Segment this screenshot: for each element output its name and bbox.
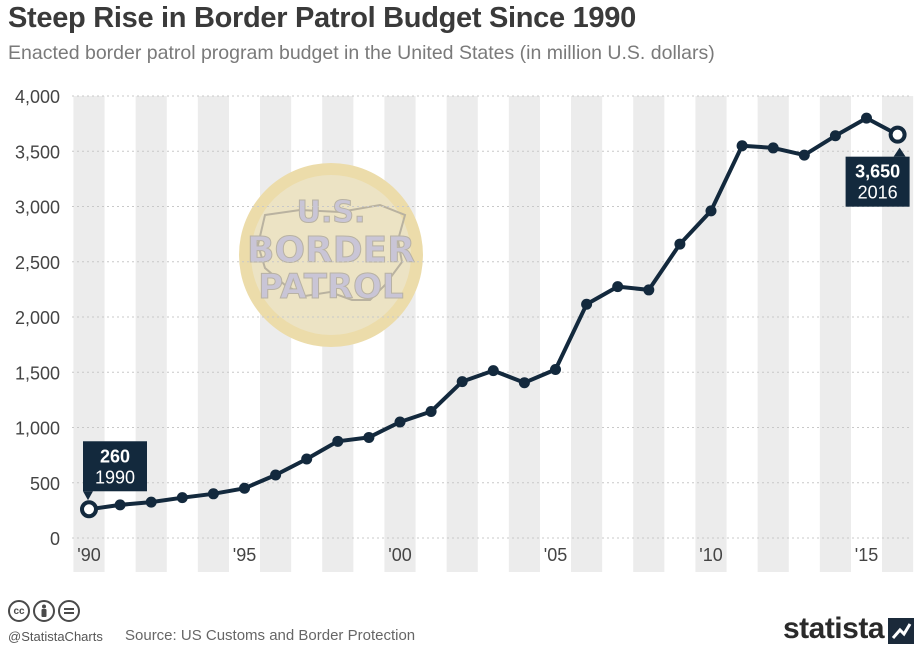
y-tick-label: 3,000 bbox=[15, 198, 60, 218]
y-tick-label: 500 bbox=[30, 474, 60, 494]
y-tick-label: 4,000 bbox=[15, 87, 60, 107]
data-point bbox=[301, 453, 312, 464]
social-handle: @StatistaCharts bbox=[8, 629, 103, 644]
y-tick-label: 1,000 bbox=[15, 419, 60, 439]
year-bands bbox=[73, 96, 913, 572]
data-point bbox=[115, 499, 126, 510]
logo-text-line-2: BORDER bbox=[247, 230, 415, 271]
source-note: Source: US Customs and Border Protection bbox=[125, 627, 415, 644]
data-point bbox=[799, 150, 810, 161]
data-point bbox=[208, 488, 219, 499]
line-chart: U.S. BORDER PATROL 0 500 1,000 1,500 2,000 2,… bbox=[0, 0, 920, 600]
border-patrol-logo: U.S. BORDER PATROL bbox=[239, 163, 423, 347]
y-tick-label: 0 bbox=[50, 529, 60, 549]
y-axis-ticks: 0 500 1,000 1,500 2,000 2,500 3,000 3,500 4,000 bbox=[15, 87, 60, 549]
data-point bbox=[426, 406, 437, 417]
y-tick-label: 3,500 bbox=[15, 142, 60, 162]
year-band bbox=[198, 96, 229, 572]
data-point bbox=[332, 436, 343, 447]
year-band bbox=[571, 96, 602, 572]
data-point bbox=[457, 376, 468, 387]
data-point bbox=[612, 281, 623, 292]
data-point bbox=[395, 416, 406, 427]
callout-year-label: 1990 bbox=[95, 467, 135, 487]
statista-brand: statista bbox=[783, 612, 884, 646]
data-point bbox=[82, 502, 96, 516]
x-tick-label: '90 bbox=[77, 545, 100, 565]
logo-text-line-1: U.S. bbox=[297, 195, 366, 230]
data-point bbox=[550, 364, 561, 375]
year-band bbox=[758, 96, 789, 572]
x-tick-label: '00 bbox=[388, 545, 411, 565]
data-point bbox=[177, 492, 188, 503]
data-point bbox=[737, 140, 748, 151]
x-tick-label: '15 bbox=[855, 545, 878, 565]
x-tick-label: '10 bbox=[699, 545, 722, 565]
data-point bbox=[488, 365, 499, 376]
data-point bbox=[891, 128, 905, 142]
y-tick-label: 2,000 bbox=[15, 308, 60, 328]
data-point bbox=[861, 113, 872, 124]
attribution-icon bbox=[33, 600, 55, 622]
year-band bbox=[384, 96, 415, 572]
creative-commons-icon: cc bbox=[8, 600, 30, 622]
data-point bbox=[830, 130, 841, 141]
data-point bbox=[519, 377, 530, 388]
data-point bbox=[270, 470, 281, 481]
year-band bbox=[447, 96, 478, 572]
year-band bbox=[695, 96, 726, 572]
logo-text-line-3: PATROL bbox=[258, 267, 403, 307]
callout-year-label: 2016 bbox=[858, 183, 898, 203]
y-tick-label: 2,500 bbox=[15, 253, 60, 273]
data-point bbox=[643, 284, 654, 295]
x-tick-label: '05 bbox=[544, 545, 567, 565]
data-point bbox=[768, 142, 779, 153]
statista-logo-icon bbox=[888, 618, 914, 644]
data-point bbox=[706, 205, 717, 216]
year-band bbox=[509, 96, 540, 572]
callout-value-label: 260 bbox=[100, 446, 130, 466]
data-point bbox=[581, 299, 592, 310]
y-tick-label: 1,500 bbox=[15, 363, 60, 383]
callout-value-label: 3,650 bbox=[855, 162, 900, 182]
license-icons: cc bbox=[8, 600, 80, 622]
no-derivatives-icon bbox=[58, 600, 80, 622]
data-point bbox=[146, 497, 157, 508]
x-tick-label: '95 bbox=[233, 545, 256, 565]
data-point bbox=[674, 239, 685, 250]
data-point bbox=[363, 432, 374, 443]
year-band bbox=[633, 96, 664, 572]
data-point bbox=[239, 483, 250, 494]
